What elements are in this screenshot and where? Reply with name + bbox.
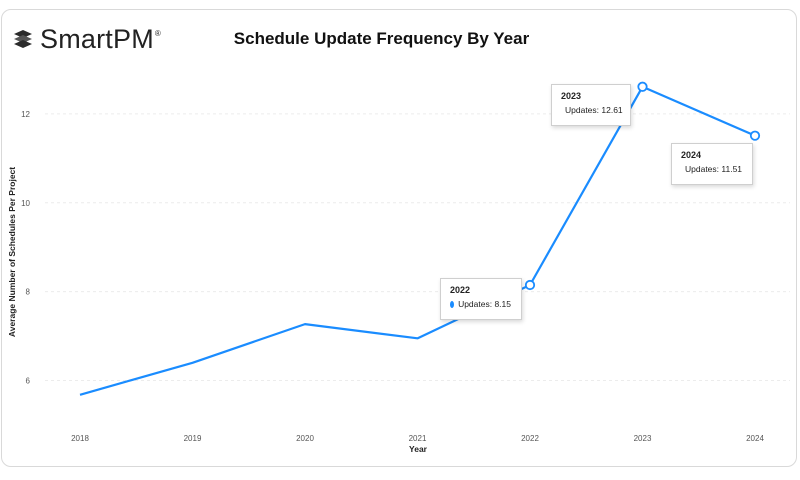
y-tick-label: 6 — [26, 377, 31, 386]
smartpm-logo-icon — [14, 30, 32, 48]
tooltip-year: 2022 — [450, 285, 471, 295]
smartpm-logo: SmartPM ® — [12, 24, 161, 54]
x-tick-label: 2021 — [409, 434, 427, 443]
x-tick-label: 2020 — [296, 434, 314, 443]
tooltip-value: Updates: 11.51 — [685, 164, 743, 174]
tooltip-year: 2024 — [681, 150, 702, 160]
chart-card — [1, 9, 797, 467]
x-axis-ticks: 2018 2019 2020 2021 2022 2023 2024 — [71, 434, 764, 443]
x-tick-label: 2024 — [746, 434, 764, 443]
series-line — [79, 85, 756, 396]
x-tick-label: 2022 — [521, 434, 539, 443]
tooltip-2023: 2023 Updates: 12.61 — [551, 84, 631, 126]
chart-title: Schedule Update Frequency By Year — [233, 29, 530, 48]
tooltip-value: Updates: 12.61 — [565, 105, 623, 115]
x-tick-label: 2019 — [184, 434, 202, 443]
data-point-2023[interactable] — [637, 81, 648, 92]
data-point-2022[interactable] — [524, 279, 536, 291]
tooltip-2024: 2024 Updates: 11.51 — [671, 143, 753, 185]
tooltip-value: Updates: 8.15 — [458, 299, 511, 309]
x-axis-title: Year — [409, 444, 428, 454]
series-updates — [79, 81, 761, 396]
y-axis-ticks: 6 8 10 12 — [21, 110, 30, 386]
tooltip-2022: 2022 Updates: 8.15 — [440, 278, 522, 320]
registered-mark: ® — [154, 28, 161, 38]
y-tick-label: 12 — [21, 110, 30, 119]
x-tick-label: 2023 — [634, 434, 652, 443]
y-tick-label: 10 — [21, 199, 30, 208]
series-dot-icon — [450, 300, 455, 308]
x-tick-label: 2018 — [71, 434, 89, 443]
brand-name: SmartPM — [40, 23, 154, 54]
y-tick-label: 8 — [26, 288, 31, 297]
y-axis-title: Average Number of Schedules Per Project — [7, 167, 17, 337]
data-point-2024[interactable] — [749, 130, 761, 141]
grid-lines — [45, 113, 790, 382]
tooltip-year: 2023 — [561, 91, 582, 101]
